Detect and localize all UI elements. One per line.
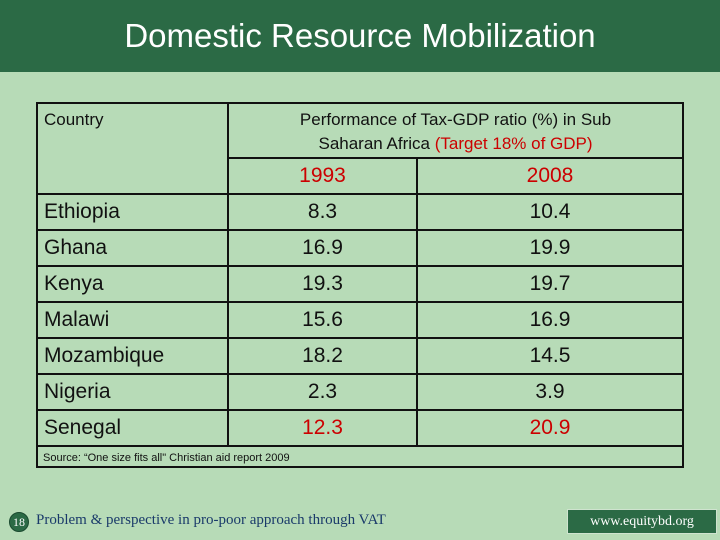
performance-header-line2: Saharan Africa [318, 134, 430, 153]
source-row: Source: “One size fits all" Christian ai… [38, 445, 683, 468]
table: Country Performance of Tax-GDP ratio (%)… [38, 104, 683, 468]
footer-text: Problem & perspective in pro-poor approa… [36, 512, 386, 528]
slide-number: 18 [13, 514, 25, 529]
table-row: Ethiopia 8.3 10.4 [38, 193, 683, 230]
table-row: Senegal 12.3 20.9 [38, 409, 683, 446]
value-1993-cell: 8.3 [227, 193, 417, 230]
table-row: Malawi 15.6 16.9 [38, 301, 683, 338]
value-1993-cell: 2.3 [227, 373, 417, 410]
performance-header-line1: Performance of Tax-GDP ratio (%) in Sub [299, 110, 612, 129]
country-cell: Senegal [38, 409, 228, 446]
value-2008-cell: 16.9 [415, 301, 683, 338]
country-cell: Malawi [38, 301, 228, 338]
value-2008-cell: 3.9 [415, 373, 683, 410]
value-2008-cell: 19.9 [415, 229, 683, 266]
performance-header: Performance of Tax-GDP ratio (%) in Sub … [226, 104, 683, 158]
year-header-row: 1993 2008 [38, 157, 683, 194]
website-badge: www.equitybd.org [567, 509, 717, 534]
slide-title: Domestic Resource Mobilization [124, 17, 596, 54]
country-cell: Ghana [38, 229, 228, 266]
value-1993-cell: 12.3 [227, 409, 417, 446]
tax-gdp-table: Country Performance of Tax-GDP ratio (%)… [36, 102, 684, 468]
slide-number-badge: 18 [9, 512, 29, 532]
country-cell: Mozambique [38, 337, 228, 374]
country-cell: Kenya [38, 265, 228, 302]
country-cell: Ethiopia [38, 193, 228, 230]
country-header: Country [44, 110, 104, 129]
value-1993-cell: 18.2 [227, 337, 417, 374]
value-1993-cell: 19.3 [227, 265, 417, 302]
table-row: Kenya 19.3 19.7 [38, 265, 683, 302]
value-2008-cell: 14.5 [415, 337, 683, 374]
source-note: Source: “One size fits all" Christian ai… [38, 445, 683, 468]
value-2008-cell: 20.9 [415, 409, 683, 446]
value-1993-cell: 15.6 [227, 301, 417, 338]
website-label: www.equitybd.org [590, 513, 694, 529]
table-row: Mozambique 18.2 14.5 [38, 337, 683, 374]
table-row: Ghana 16.9 19.9 [38, 229, 683, 266]
value-2008-cell: 10.4 [415, 193, 683, 230]
target-label: (Target 18% of GDP) [434, 134, 593, 153]
value-2008-cell: 19.7 [415, 265, 683, 302]
value-1993-cell: 16.9 [227, 229, 417, 266]
country-cell: Nigeria [38, 373, 228, 410]
table-header-row: Country Performance of Tax-GDP ratio (%)… [38, 104, 683, 158]
year-2008-header: 2008 [415, 157, 683, 194]
year-1993-header: 1993 [227, 157, 417, 194]
empty-cell [38, 158, 228, 194]
table-row: Nigeria 2.3 3.9 [38, 373, 683, 410]
title-bar: Domestic Resource Mobilization [0, 0, 720, 72]
